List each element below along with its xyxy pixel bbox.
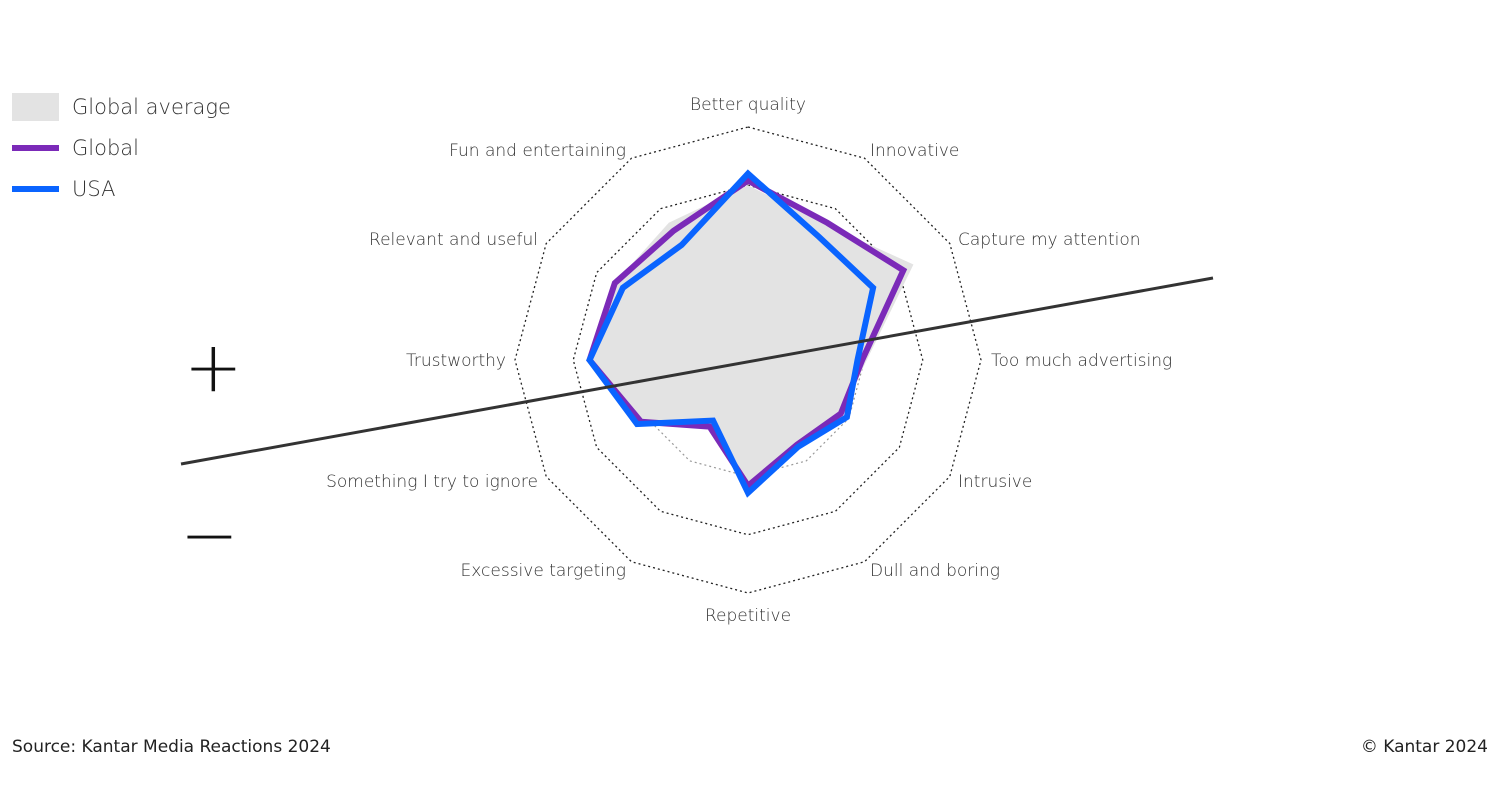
axis-label-intrusive: Intrusive bbox=[958, 472, 1032, 492]
legend: Global average Global USA bbox=[12, 86, 231, 209]
legend-swatch bbox=[12, 92, 59, 121]
axis-label-relevant-and-useful: Relevant and useful bbox=[369, 230, 538, 250]
grid-ring bbox=[514, 126, 982, 594]
axis-label-innovative: Innovative bbox=[870, 141, 959, 161]
negative-sign: − bbox=[180, 494, 239, 576]
positive-sign: + bbox=[184, 326, 243, 408]
axis-label-something-i-try-to-ignore: Something I try to ignore bbox=[326, 472, 538, 492]
series-global-average-area bbox=[591, 185, 914, 486]
radar-series bbox=[586, 169, 914, 498]
legend-item-usa: USA bbox=[12, 168, 231, 209]
legend-label: Global bbox=[72, 135, 139, 160]
legend-item-global: Global bbox=[12, 127, 231, 168]
legend-swatch bbox=[12, 185, 59, 192]
axis-label-capture-my-attention: Capture my attention bbox=[958, 230, 1141, 250]
series-global-line bbox=[586, 177, 908, 491]
axis-label-better-quality: Better quality bbox=[690, 95, 806, 115]
axis-label-excessive-targeting: Excessive targeting bbox=[461, 561, 626, 581]
divider-line bbox=[180, 276, 1214, 466]
legend-swatch bbox=[12, 144, 59, 151]
axis-label-repetitive: Repetitive bbox=[705, 606, 791, 626]
legend-item-global-average: Global average bbox=[12, 86, 231, 127]
axis-label-too-much-advertising: Too much advertising bbox=[991, 351, 1172, 371]
axis-labels: Better quality Innovative Capture my atten… bbox=[326, 95, 1172, 626]
copyright: © Kantar 2024 bbox=[1360, 737, 1488, 757]
legend-label: USA bbox=[72, 176, 116, 201]
series-usa-line bbox=[586, 169, 877, 498]
axis-label-fun-and-entertaining: Fun and entertaining bbox=[449, 141, 626, 161]
legend-label: Global average bbox=[72, 94, 231, 119]
axis-label-dull-and-boring: Dull and boring bbox=[870, 561, 1000, 581]
axis-label-trustworthy: Trustworthy bbox=[406, 351, 506, 371]
source-note: Source: Kantar Media Reactions 2024 bbox=[12, 737, 331, 757]
